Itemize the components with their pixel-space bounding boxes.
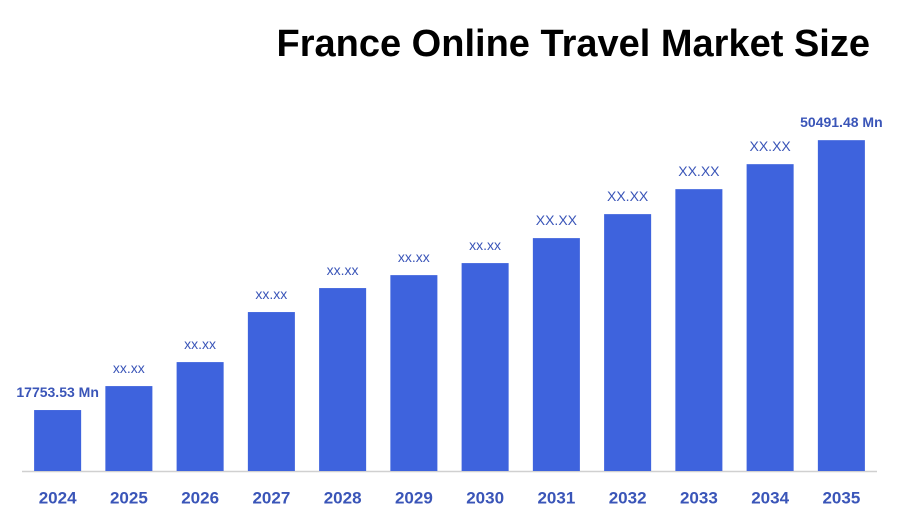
value-label: xx.xx: [398, 249, 430, 265]
bar: [34, 410, 82, 471]
x-tick-label: 2024: [39, 488, 77, 507]
x-tick-label: 2028: [324, 488, 362, 507]
x-tick-label: 2034: [751, 488, 789, 507]
bar: [319, 288, 367, 471]
x-tick-label: 2025: [110, 488, 148, 507]
value-label: XX.XX: [678, 163, 720, 179]
x-tick-label: 2029: [395, 488, 433, 507]
value-label: XX.XX: [536, 212, 578, 228]
bar: [532, 238, 580, 471]
x-tick-label: 2031: [537, 488, 575, 507]
x-tick-label: 2032: [609, 488, 647, 507]
value-label: xx.xx: [113, 360, 145, 376]
bar: [390, 275, 438, 471]
value-label: 17753.53 Mn: [16, 384, 99, 400]
value-label: xx.xx: [469, 237, 501, 253]
value-label: xx.xx: [184, 336, 216, 352]
bar: [176, 362, 224, 471]
bar: [604, 214, 652, 472]
chart-title: France Online Travel Market Size: [277, 23, 870, 65]
value-label: XX.XX: [607, 188, 649, 204]
value-label: XX.XX: [750, 138, 792, 154]
bar: [817, 140, 865, 472]
bar: [746, 164, 794, 471]
x-tick-label: 2026: [181, 488, 219, 507]
bar: [247, 312, 295, 471]
value-label: 50491.48 Mn: [800, 114, 883, 130]
x-tick-label: 2033: [680, 488, 718, 507]
bar: [105, 386, 153, 471]
bar: [675, 189, 723, 471]
value-label: xx.xx: [255, 286, 287, 302]
value-label: xx.xx: [327, 262, 359, 278]
x-tick-label: 2035: [822, 488, 860, 507]
x-tick-label: 2030: [466, 488, 504, 507]
bar: [461, 263, 509, 471]
x-tick-label: 2027: [252, 488, 290, 507]
